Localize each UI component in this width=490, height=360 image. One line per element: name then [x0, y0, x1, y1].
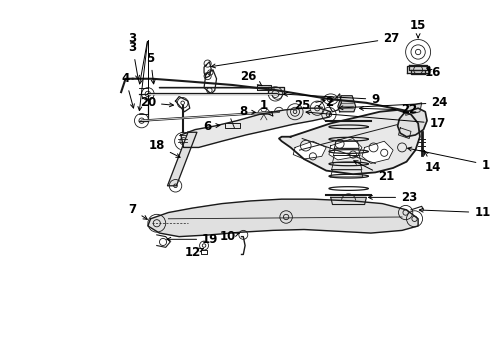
- Polygon shape: [293, 141, 326, 159]
- Polygon shape: [406, 103, 422, 115]
- Text: 5: 5: [147, 52, 155, 84]
- Polygon shape: [398, 128, 411, 139]
- Text: 18: 18: [148, 139, 180, 157]
- Polygon shape: [407, 66, 429, 73]
- Polygon shape: [257, 85, 271, 90]
- Text: 4: 4: [122, 72, 134, 108]
- Text: 8: 8: [239, 105, 255, 118]
- Text: 6: 6: [203, 120, 220, 132]
- Text: 15: 15: [410, 19, 426, 38]
- Text: 12: 12: [184, 246, 203, 259]
- Text: 21: 21: [354, 161, 394, 183]
- Text: 1: 1: [260, 99, 273, 116]
- Polygon shape: [411, 70, 425, 74]
- Text: 16: 16: [425, 66, 441, 79]
- Text: 14: 14: [424, 151, 441, 175]
- Text: 9: 9: [284, 93, 379, 106]
- Polygon shape: [397, 108, 427, 137]
- Text: 17: 17: [306, 111, 446, 130]
- Text: 13: 13: [408, 147, 490, 172]
- Text: 22: 22: [360, 103, 417, 117]
- Polygon shape: [181, 108, 331, 148]
- Text: 3: 3: [129, 41, 140, 80]
- Text: 24: 24: [339, 96, 448, 110]
- Polygon shape: [331, 197, 367, 204]
- Text: 27: 27: [212, 32, 399, 68]
- Text: 19: 19: [167, 233, 219, 246]
- Text: 23: 23: [368, 191, 417, 204]
- Polygon shape: [409, 66, 427, 70]
- Text: 3: 3: [129, 32, 137, 45]
- Text: 10: 10: [220, 230, 239, 243]
- Polygon shape: [338, 96, 356, 112]
- Text: 20: 20: [140, 96, 173, 109]
- Text: 11: 11: [419, 206, 490, 219]
- Polygon shape: [148, 199, 418, 237]
- Text: 25: 25: [294, 99, 325, 112]
- Text: 26: 26: [241, 69, 262, 86]
- Polygon shape: [168, 132, 197, 186]
- Polygon shape: [329, 139, 362, 160]
- Text: 2: 2: [318, 96, 333, 109]
- Text: 7: 7: [129, 203, 147, 219]
- Polygon shape: [269, 87, 284, 94]
- Polygon shape: [362, 141, 393, 163]
- Polygon shape: [279, 110, 420, 174]
